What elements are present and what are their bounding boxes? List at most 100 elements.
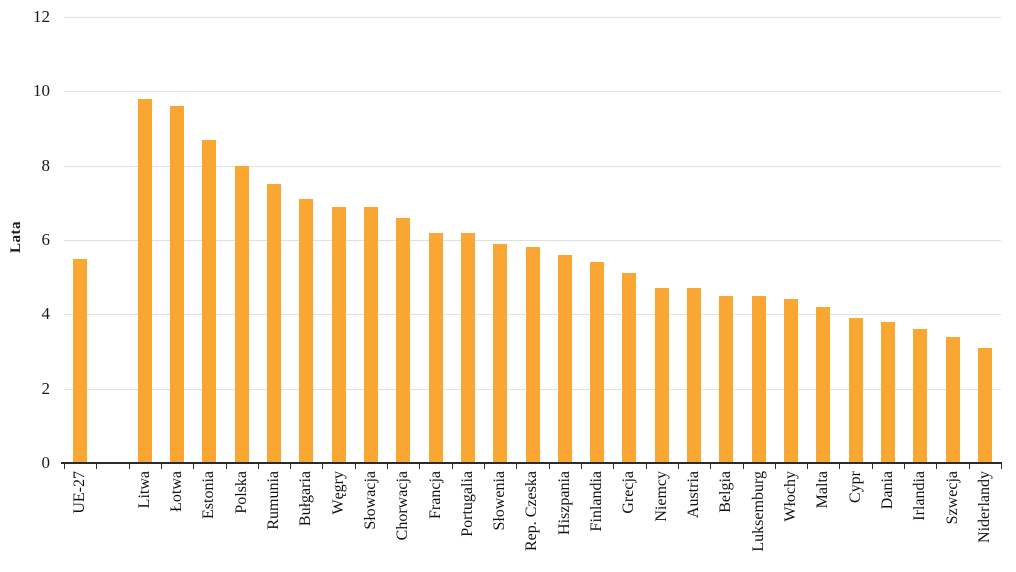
x-axis-label-Grecja: Grecja bbox=[613, 471, 645, 514]
x-tick bbox=[742, 464, 744, 469]
x-tick bbox=[645, 464, 647, 469]
bar-Węgry bbox=[331, 206, 346, 463]
x-axis-label-Irlandia: Irlandia bbox=[904, 471, 936, 521]
x-axis-label-text: Szwecja bbox=[943, 471, 961, 525]
bar-Niderlandy bbox=[977, 347, 992, 463]
y-gridline-12 bbox=[64, 17, 1001, 18]
y-tick-label-4: 4 bbox=[41, 304, 51, 324]
bar-Szwecja bbox=[945, 336, 960, 463]
x-tick bbox=[96, 464, 98, 469]
x-tick bbox=[64, 464, 65, 469]
x-tick bbox=[516, 464, 518, 469]
bar-Litwa bbox=[137, 98, 152, 463]
x-tick bbox=[871, 464, 873, 469]
x-axis-label-Łotwa: Łotwa bbox=[161, 471, 193, 512]
x-axis-label-Chorwacja: Chorwacja bbox=[387, 471, 419, 540]
x-axis-label-Rep. Czeska: Rep. Czeska bbox=[516, 471, 548, 551]
x-axis-label-Finlandia: Finlandia bbox=[581, 471, 613, 531]
x-axis-label-Hiszpania: Hiszpania bbox=[549, 471, 581, 535]
x-axis-label-text: Francja bbox=[426, 471, 444, 519]
x-axis-label-Estonia: Estonia bbox=[193, 471, 225, 519]
bar-UE-27 bbox=[73, 258, 88, 463]
bar-Hiszpania bbox=[557, 254, 572, 463]
x-axis-label-text: Litwa bbox=[135, 471, 153, 509]
x-axis-label-Cypr: Cypr bbox=[839, 471, 871, 503]
x-axis-label-text: Portugalia bbox=[458, 471, 476, 537]
x-tick bbox=[613, 464, 615, 469]
x-axis-label-Niderlandy: Niderlandy bbox=[969, 471, 1001, 543]
x-axis-label-Dania: Dania bbox=[872, 471, 904, 509]
x-axis-label-text: Dania bbox=[878, 471, 896, 510]
x-axis-label-Portugalia: Portugalia bbox=[452, 471, 484, 537]
bar-Niemcy bbox=[654, 288, 669, 463]
bar-Chorwacja bbox=[396, 217, 411, 463]
x-axis-label-text: Estonia bbox=[200, 471, 218, 519]
x-axis-label-text: Węgry bbox=[329, 471, 347, 515]
x-axis-label-Rumunia: Rumunia bbox=[258, 471, 290, 530]
x-axis-label-text: Bułgaria bbox=[297, 471, 315, 527]
x-tick bbox=[710, 464, 712, 469]
bar-Malta bbox=[816, 306, 831, 463]
bar-Bułgaria bbox=[299, 199, 314, 463]
x-tick bbox=[580, 464, 582, 469]
x-axis-label-text: Austria bbox=[685, 471, 703, 519]
x-axis-label-Słowenia: Słowenia bbox=[484, 471, 516, 531]
x-axis-label-text: Malta bbox=[814, 471, 832, 509]
x-axis-label-Włochy: Włochy bbox=[775, 471, 807, 522]
bar-Belgia bbox=[719, 295, 734, 463]
bar-Rumunia bbox=[267, 184, 282, 463]
x-axis-label-text: Słowenia bbox=[491, 471, 509, 531]
y-gridline-8 bbox=[64, 165, 1001, 167]
x-tick bbox=[774, 464, 776, 469]
x-axis-label-text: Hiszpania bbox=[555, 471, 573, 535]
x-tick bbox=[677, 464, 679, 469]
y-tick-label-0: 0 bbox=[41, 453, 51, 472]
x-tick bbox=[968, 464, 970, 469]
bar-Słowacja bbox=[363, 206, 378, 463]
bar-Austria bbox=[687, 288, 702, 463]
x-axis-label-text: UE-27 bbox=[71, 471, 89, 514]
x-axis-label-text: Niderlandy bbox=[975, 471, 993, 543]
bar-Rep. Czeska bbox=[525, 247, 540, 463]
y-tick-label-10: 10 bbox=[33, 81, 50, 101]
x-axis-label-text: Cypr bbox=[846, 471, 864, 503]
x-tick bbox=[225, 464, 227, 469]
x-axis-label-Malta: Malta bbox=[807, 471, 839, 508]
bar-Luksemburg bbox=[751, 295, 766, 463]
x-tick bbox=[419, 464, 421, 469]
x-axis-labels: UE-27 Litwa Łotwa Estonia Polska Rumunia Bułga… bbox=[64, 471, 1001, 571]
x-axis-label-text: Belgia bbox=[717, 471, 735, 513]
x-tick bbox=[839, 464, 841, 469]
y-tick-label-12: 12 bbox=[33, 7, 50, 26]
x-tick bbox=[160, 464, 162, 469]
y-gridline-10 bbox=[64, 91, 1001, 93]
x-tick bbox=[193, 464, 195, 469]
bar-Finlandia bbox=[590, 262, 605, 463]
plot-area bbox=[64, 17, 1001, 463]
bar-Włochy bbox=[783, 299, 798, 463]
x-axis-label-Belgia: Belgia bbox=[710, 471, 742, 513]
x-tick bbox=[807, 464, 809, 469]
x-axis-label-text: Luksemburg bbox=[749, 471, 767, 552]
x-tick bbox=[548, 464, 550, 469]
y-gridline-6 bbox=[64, 240, 1001, 241]
x-axis-label-Luksemburg: Luksemburg bbox=[743, 471, 775, 552]
x-axis-label-Polska: Polska bbox=[226, 471, 258, 514]
bar-Polska bbox=[234, 165, 249, 463]
x-axis-label-text: Rumunia bbox=[265, 471, 282, 530]
y-tick-label-2: 2 bbox=[41, 378, 51, 398]
x-axis-label-text: Łotwa bbox=[168, 471, 186, 512]
x-axis-label-Francja: Francja bbox=[419, 471, 451, 519]
x-axis-label-text: Polska bbox=[232, 471, 250, 514]
bar-Łotwa bbox=[170, 106, 185, 463]
x-axis-label-text: Grecja bbox=[620, 471, 638, 514]
x-tick bbox=[354, 464, 356, 469]
x-tick bbox=[257, 464, 259, 469]
bar-Dania bbox=[880, 321, 895, 463]
x-axis-label-UE-27: UE-27 bbox=[64, 471, 96, 514]
x-axis-label-text: Chorwacja bbox=[394, 471, 412, 541]
x-axis-label-text: Rep. Czeska bbox=[523, 471, 541, 551]
bar-Słowenia bbox=[493, 243, 508, 463]
x-tick bbox=[387, 464, 389, 469]
x-axis-label-Słowacja: Słowacja bbox=[355, 471, 387, 530]
